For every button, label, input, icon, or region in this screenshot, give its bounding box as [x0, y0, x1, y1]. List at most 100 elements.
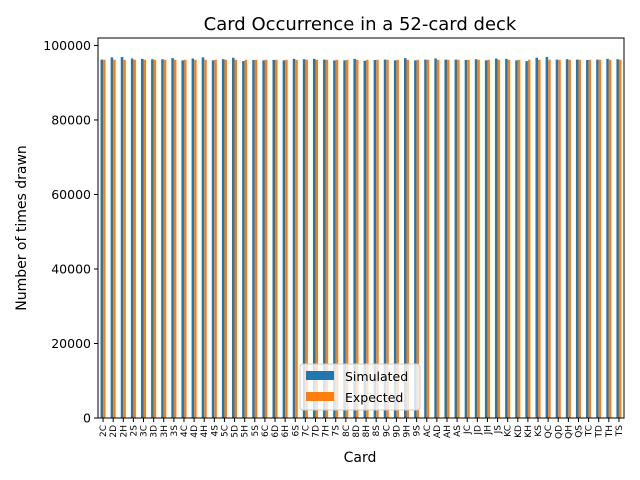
bar-expected-5S — [254, 59, 258, 418]
bar-simulated-TD — [596, 59, 599, 419]
bar-simulated-TH — [606, 58, 609, 419]
bar-expected-9C — [386, 59, 389, 418]
bar-expected-3H — [163, 59, 167, 418]
bar-expected-AD — [436, 59, 440, 418]
x-tick-label: QS — [574, 425, 584, 438]
x-tick-label: 5C — [220, 425, 230, 437]
bar-expected-QH — [568, 59, 571, 418]
bar-simulated-AH — [444, 59, 447, 419]
chart-title: Card Occurrence in a 52-card deck — [204, 14, 517, 35]
x-tick-label: 8S — [372, 425, 382, 437]
legend-swatch-simulated — [306, 371, 334, 380]
bar-simulated-JH — [484, 60, 488, 418]
x-tick-label: 6D — [271, 425, 281, 438]
bar-expected-AS — [457, 59, 460, 418]
bar-expected-KH — [527, 59, 531, 418]
bar-simulated-3S — [171, 58, 174, 419]
bar-simulated-TS — [616, 59, 619, 419]
bar-simulated-2S — [130, 58, 134, 419]
plot-frame — [97, 37, 625, 419]
bar-expected-4C — [183, 59, 187, 418]
bar-expected-2D — [113, 59, 116, 418]
bar-simulated-3D — [151, 59, 154, 419]
bar-simulated-4H — [201, 57, 205, 419]
bar-simulated-8D — [353, 58, 356, 419]
legend: Simulated Expected — [299, 363, 421, 411]
x-tick-label: 4C — [180, 425, 190, 437]
bar-expected-KD — [517, 59, 521, 418]
bar-simulated-AC — [424, 59, 427, 419]
bar-expected-2C — [103, 59, 106, 418]
bar-simulated-2C — [100, 59, 104, 419]
x-tick-label: 2S — [129, 425, 139, 437]
bar-simulated-4D — [191, 58, 195, 419]
bar-simulated-KD — [515, 60, 518, 418]
x-tick-label: AH — [443, 425, 453, 438]
x-tick-label: 9D — [392, 425, 402, 438]
bar-expected-9S — [416, 59, 420, 418]
bar-simulated-2D — [110, 57, 114, 419]
bar-expected-TC — [588, 59, 592, 418]
x-axis: 2C 2D 2H 2S 3C 3D 3H 3S 4C 4D 4H 4S 5C 5D 5H 5S 6C 6D 6H 6S… — [99, 418, 625, 439]
x-tick-label: TS — [615, 425, 625, 437]
bar-expected-KS — [538, 59, 541, 418]
bar-simulated-7H — [323, 59, 326, 419]
bar-simulated-JD — [474, 59, 478, 419]
x-tick-label: 5H — [241, 425, 251, 438]
bar-simulated-7C — [302, 59, 306, 419]
bar-simulated-QD — [555, 59, 559, 419]
bar-simulated-5C — [221, 59, 225, 419]
bar-expected-9D — [396, 59, 399, 418]
x-tick-label: 4S — [210, 425, 220, 437]
bars-group — [100, 57, 622, 419]
x-tick-label: 3D — [150, 425, 160, 438]
x-tick-label: 6S — [291, 425, 301, 437]
y-tick-label: 60000 — [51, 187, 91, 202]
bar-expected-7S — [335, 59, 339, 418]
bar-expected-5C — [224, 59, 227, 418]
bar-simulated-JC — [464, 59, 468, 418]
x-tick-label: AC — [423, 425, 433, 437]
bar-expected-6H — [285, 59, 288, 418]
bar-expected-JD — [477, 59, 480, 418]
bar-simulated-TC — [586, 59, 589, 418]
y-axis-label: Number of times drawn — [14, 145, 30, 311]
bar-expected-5H — [244, 59, 248, 418]
x-tick-label: KD — [514, 425, 524, 438]
bar-simulated-5S — [252, 59, 255, 418]
bar-simulated-AS — [454, 59, 458, 419]
bar-simulated-2H — [120, 57, 124, 418]
legend-label-simulated: Simulated — [345, 369, 408, 384]
x-tick-label: KC — [504, 425, 514, 437]
bar-expected-3S — [173, 59, 177, 418]
y-tick-label: 40000 — [51, 261, 91, 276]
y-tick-label: 0 — [83, 411, 91, 426]
x-tick-label: TH — [605, 425, 615, 438]
x-tick-label: 9H — [403, 425, 413, 438]
bar-expected-4S — [214, 59, 217, 418]
x-tick-label: 6H — [281, 425, 291, 438]
x-tick-label: TC — [585, 425, 595, 437]
bar-expected-8D — [355, 59, 359, 418]
bar-expected-AC — [426, 59, 430, 418]
bar-simulated-9S — [414, 60, 417, 418]
legend-label-expected: Expected — [345, 390, 403, 405]
x-tick-label: 9C — [382, 425, 392, 437]
bar-simulated-4S — [211, 60, 215, 418]
bar-simulated-QC — [545, 57, 549, 418]
bar-simulated-KH — [525, 61, 528, 418]
x-tick-label: AS — [453, 425, 463, 437]
legend-swatch-expected — [306, 392, 334, 401]
y-axis: 0 20000 40000 60000 80000 100000 — [43, 38, 98, 426]
bar-simulated-5H — [242, 61, 245, 418]
bar-simulated-5D — [232, 57, 235, 418]
y-tick-label: 80000 — [51, 112, 91, 127]
bar-expected-6D — [275, 59, 278, 418]
bar-simulated-6C — [262, 60, 265, 418]
bar-simulated-4C — [181, 60, 184, 418]
x-tick-label: JC — [463, 425, 473, 435]
x-tick-label: 2D — [109, 425, 119, 438]
x-axis-label: Card — [344, 450, 377, 466]
bar-expected-QD — [558, 59, 561, 418]
